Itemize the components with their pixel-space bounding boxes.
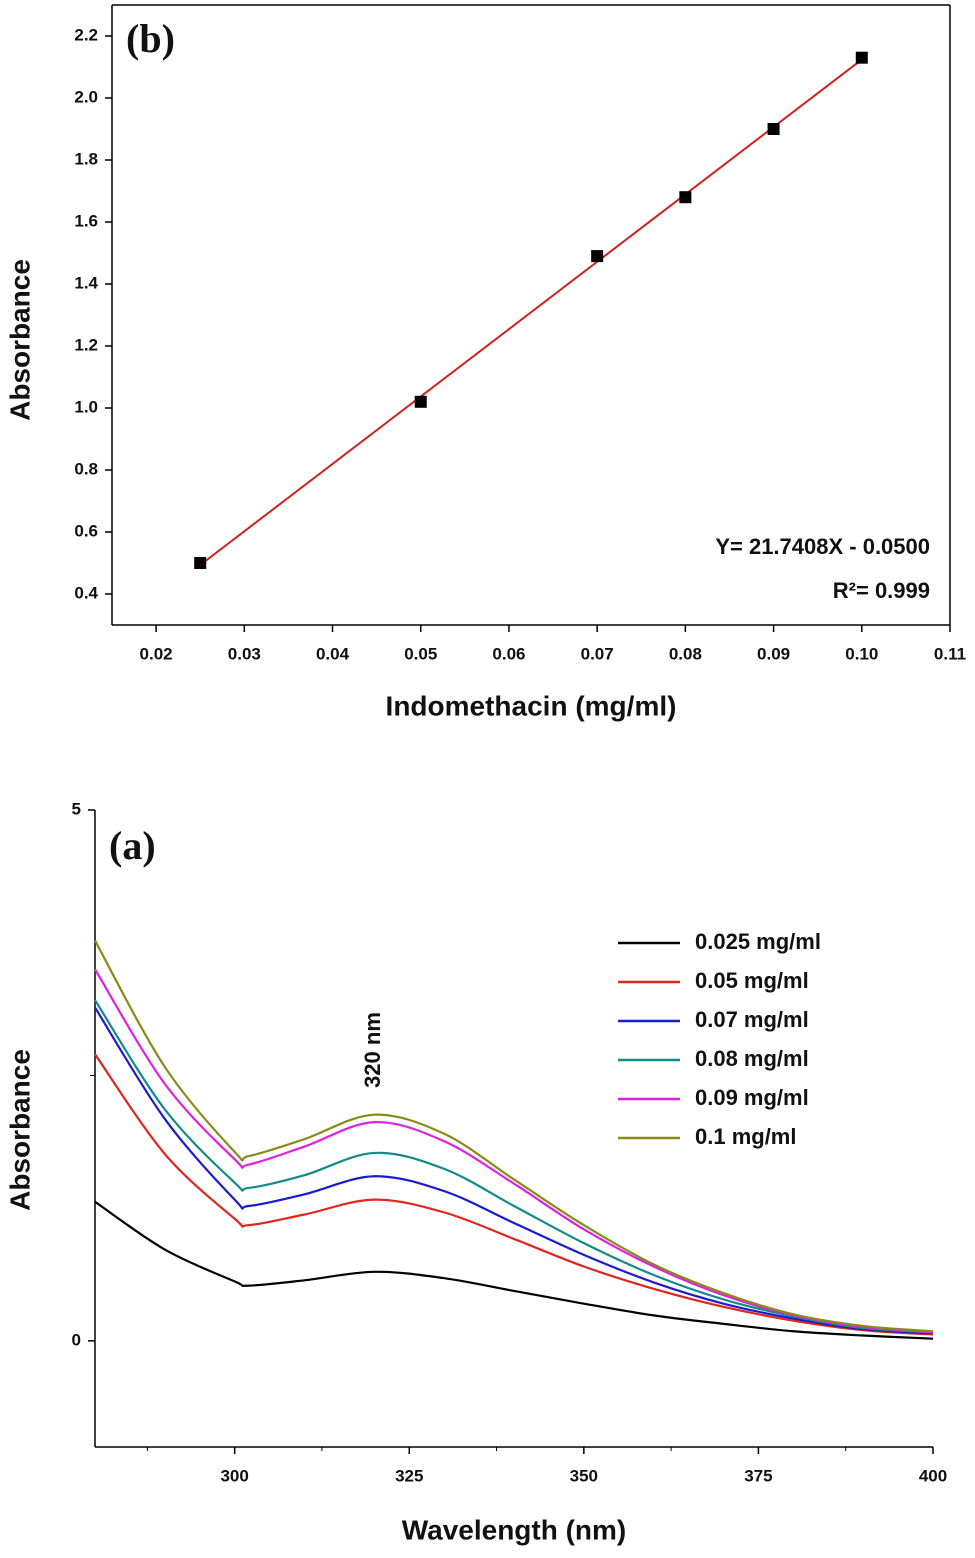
data-point xyxy=(414,395,427,408)
series-line xyxy=(94,1006,934,1335)
panel-label: (b) xyxy=(126,16,175,61)
x-tick-label: 0.04 xyxy=(316,644,350,663)
x-tick-label: 0.05 xyxy=(404,644,437,663)
y-tick-label: 2.2 xyxy=(74,25,98,44)
y-axis-label: Absorbance xyxy=(4,259,35,421)
legend-label: 0.05 mg/ml xyxy=(695,968,809,993)
legend-label: 0.08 mg/ml xyxy=(695,1046,809,1071)
legend-label: 0.1 mg/ml xyxy=(695,1124,796,1149)
series-line xyxy=(94,999,934,1334)
x-tick-label: 400 xyxy=(919,1466,947,1485)
y-tick-label: 1.0 xyxy=(74,397,98,416)
data-point xyxy=(194,557,207,569)
x-tick-label: 0.10 xyxy=(845,644,878,663)
x-tick-label: 375 xyxy=(744,1466,772,1485)
y-tick-label: 1.6 xyxy=(74,211,98,230)
y-tick-label: 5 xyxy=(72,799,81,818)
data-point xyxy=(855,51,868,64)
x-axis-label: Indomethacin (mg/ml) xyxy=(386,690,677,721)
x-tick-label: 0.03 xyxy=(228,644,261,663)
x-axis-label: Wavelength (nm) xyxy=(402,1514,627,1545)
panel-label: (a) xyxy=(109,823,156,868)
y-tick-label: 0 xyxy=(72,1330,81,1349)
data-point xyxy=(591,250,604,263)
annotation: R²= 0.999 xyxy=(833,578,930,603)
annotation: Y= 21.7408X - 0.0500 xyxy=(715,534,930,559)
series-line xyxy=(94,1053,934,1336)
y-tick-label: 1.4 xyxy=(74,273,98,292)
series-line xyxy=(94,940,934,1333)
y-tick-label: 0.6 xyxy=(74,521,98,540)
y-tick-label: 1.8 xyxy=(74,149,98,168)
series-line xyxy=(94,1200,934,1340)
series-line xyxy=(94,968,934,1334)
x-tick-label: 300 xyxy=(220,1466,248,1485)
annotation: 320 nm xyxy=(360,1012,385,1088)
y-axis-label: Absorbance xyxy=(4,1049,35,1211)
data-point xyxy=(679,191,692,204)
y-tick-label: 2.0 xyxy=(74,87,98,106)
x-tick-label: 350 xyxy=(570,1466,598,1485)
legend-label: 0.025 mg/ml xyxy=(695,929,821,954)
legend-label: 0.09 mg/ml xyxy=(695,1085,809,1110)
y-tick-label: 0.4 xyxy=(74,583,98,602)
fit-line xyxy=(199,58,863,566)
y-tick-label: 1.2 xyxy=(74,335,98,354)
x-tick-label: 0.07 xyxy=(581,644,614,663)
x-tick-label: 0.06 xyxy=(492,644,525,663)
x-tick-label: 0.08 xyxy=(669,644,702,663)
x-tick-label: 0.09 xyxy=(757,644,790,663)
x-tick-label: 0.11 xyxy=(934,644,966,663)
x-tick-label: 325 xyxy=(395,1466,423,1485)
y-tick-label: 0.8 xyxy=(74,459,98,478)
x-tick-label: 0.02 xyxy=(140,644,173,663)
data-point xyxy=(767,123,780,135)
legend-label: 0.07 mg/ml xyxy=(695,1007,809,1032)
